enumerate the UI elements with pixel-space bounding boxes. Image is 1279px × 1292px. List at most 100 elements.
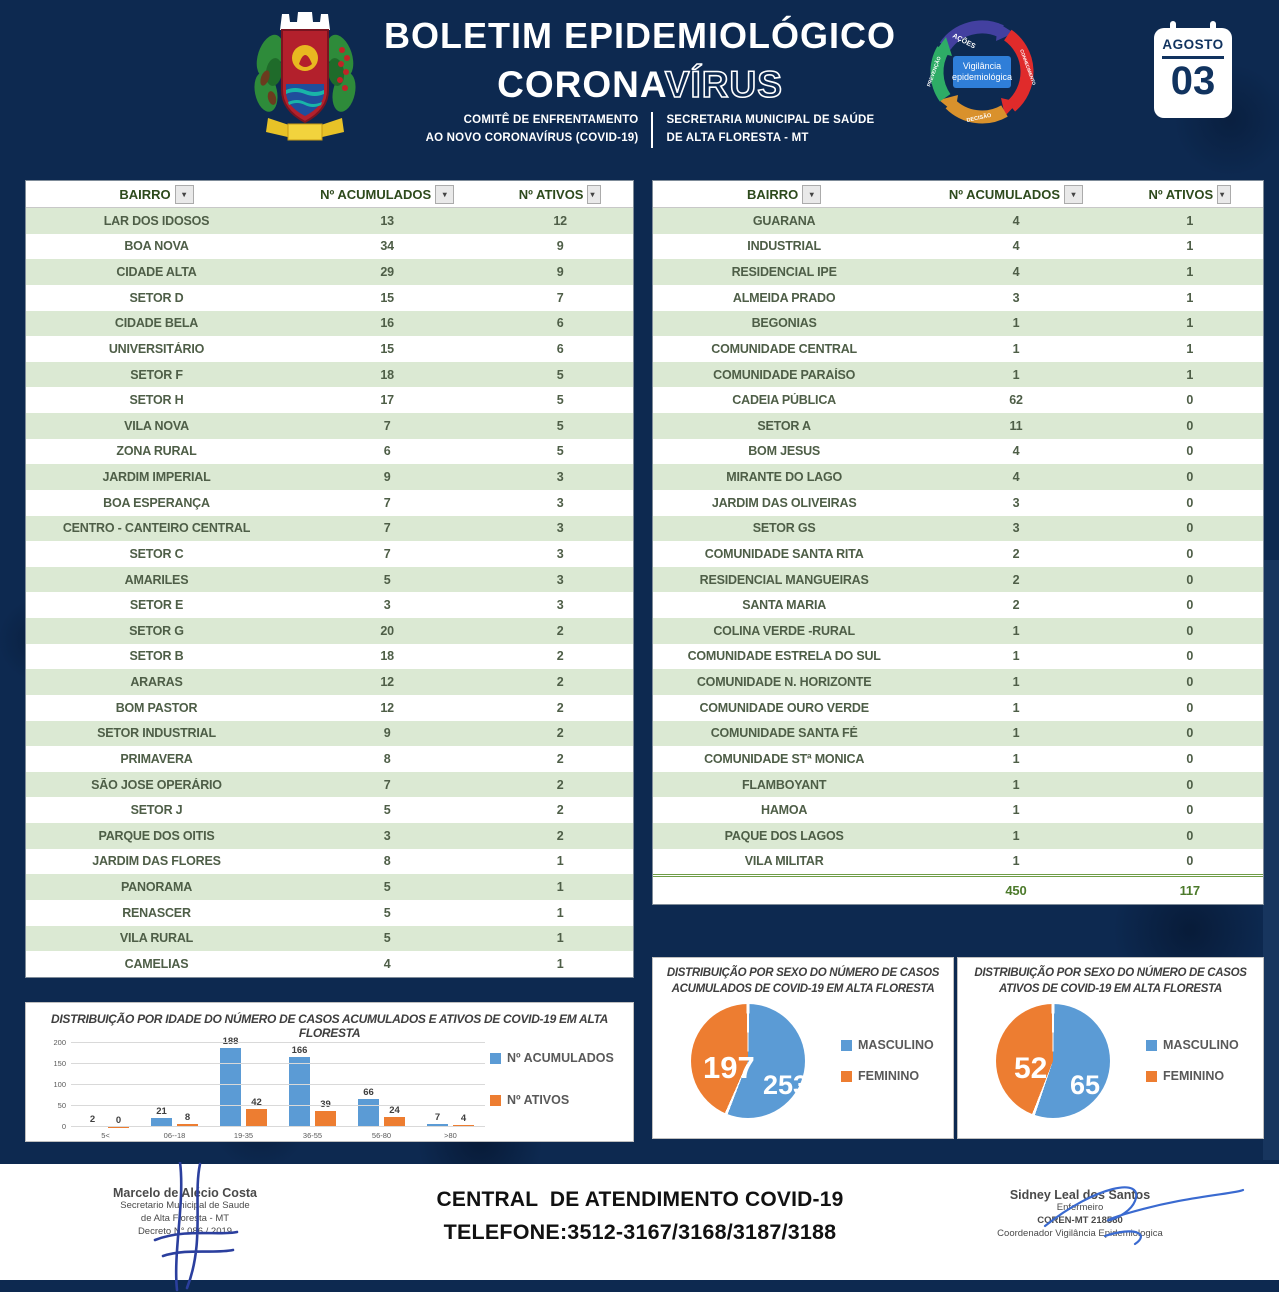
ativos-cell: 1 <box>1186 213 1194 228</box>
bar <box>177 1123 198 1127</box>
bar <box>315 1110 336 1127</box>
bairro-cell: VILA NOVA <box>124 418 189 433</box>
acumulados-cell: 15 <box>380 290 394 305</box>
acumulados-cell: 1 <box>1012 700 1020 715</box>
table-row: PAQUE DOS LAGOS 1 0 <box>653 823 1263 849</box>
pie-legend: MASCULINO FEMININO <box>841 1038 934 1083</box>
ativos-cell: 9 <box>556 265 564 280</box>
cycle-center-line2: epidemiológica <box>952 72 1012 82</box>
acumulados-cell: 5 <box>383 905 391 920</box>
bar-value-label: 66 <box>363 1087 374 1099</box>
acumulados-cell: 8 <box>383 751 391 766</box>
bairro-cell: GUARANA <box>752 213 816 228</box>
bairro-cell: RENASCER <box>122 905 191 920</box>
bairro-cell: COMUNIDADE OURO VERDE <box>699 700 869 715</box>
bairro-cell: PAQUE DOS LAGOS <box>724 828 844 843</box>
bairro-cell: MIRANTE DO LAGO <box>726 470 843 485</box>
filter-dropdown-icon[interactable]: ▾ <box>1217 184 1232 204</box>
ativos-cell: 1 <box>1186 265 1194 280</box>
acumulados-cell: 4 <box>383 956 391 971</box>
ativos-cell: 3 <box>556 521 564 536</box>
totals-row: 450 117 <box>653 874 1263 905</box>
legend-swatch-blue <box>1146 1039 1157 1051</box>
hotline-title: CENTRAL DE ATENDIMENTO COVID-19 <box>436 1188 844 1211</box>
ativos-cell: 2 <box>556 623 564 638</box>
bar-value-label: 2 <box>89 1114 96 1126</box>
filter-dropdown-icon[interactable]: ▾ <box>174 184 194 204</box>
ativos-cell: 0 <box>1186 546 1194 561</box>
bar <box>384 1116 405 1127</box>
calendar-ring-icon <box>1210 21 1216 35</box>
ativos-cell: 0 <box>1186 726 1194 741</box>
acumulados-cell: 15 <box>380 341 394 356</box>
ativos-cell: 3 <box>556 495 564 510</box>
bar-value-label: 24 <box>389 1104 400 1116</box>
total-acumulados: 450 <box>1005 883 1027 899</box>
bairro-cell: LAR DOS IDOSOS <box>103 213 210 228</box>
filter-dropdown-icon[interactable]: ▾ <box>587 184 602 204</box>
x-axis-label: 5< <box>101 1131 110 1140</box>
bairro-cell: COMUNIDADE STª MONICA <box>704 751 865 766</box>
table-row: SETOR H 17 5 <box>26 387 633 413</box>
bairro-cell: COLINA VERDE -RURAL <box>713 623 855 638</box>
epidemiological-surveillance-cycle-icon: AÇÕES CONHECIMENTO DECISÃO PREVENÇÃO Vig… <box>925 20 1037 124</box>
acumulados-cell: 8 <box>383 854 391 869</box>
ativos-cell: 5 <box>556 367 564 382</box>
table-row: ARARAS 12 2 <box>26 669 633 695</box>
x-axis-label: 06--18 <box>163 1131 186 1140</box>
bairro-cell: ALMEIDA PRADO <box>732 290 836 305</box>
bairro-cell: SANTA MARIA <box>742 598 827 613</box>
acumulados-cell: 4 <box>1012 239 1020 254</box>
sex-distribution-accumulated-pie-chart: DISTRIBUIÇÃO POR SEXO DO NÚMERO DE CASOS… <box>652 957 954 1139</box>
ativos-cell: 0 <box>1186 828 1194 843</box>
table-row: CIDADE ALTA 29 9 <box>26 259 633 285</box>
bar-value-label: 39 <box>320 1099 331 1110</box>
table-row: RESIDENCIAL IPE 4 1 <box>653 259 1263 285</box>
right-edge-watermark <box>1263 560 1279 1160</box>
table-row: COLINA VERDE -RURAL 1 0 <box>653 618 1263 644</box>
bar-value-label: 21 <box>156 1106 167 1118</box>
filter-dropdown-icon[interactable]: ▾ <box>802 184 822 204</box>
acumulados-cell: 6 <box>383 444 391 459</box>
table-row: COMUNIDADE SANTA FÉ 1 0 <box>653 720 1263 747</box>
bairro-cell: SETOR F <box>130 367 183 382</box>
legend-item-masculino: MASCULINO <box>1146 1038 1239 1052</box>
table-row: PRIMAVERA 8 2 <box>26 746 633 772</box>
legend-swatch-orange <box>1146 1070 1157 1082</box>
bairro-cell: SETOR D <box>129 290 184 305</box>
acumulados-cell: 4 <box>1012 470 1020 485</box>
column-header-acumulados: Nº ACUMULADOS ▾ <box>915 181 1116 207</box>
ativos-cell: 12 <box>553 213 567 228</box>
y-axis-tick: 100 <box>53 1080 66 1089</box>
acumulados-cell: 7 <box>383 495 391 510</box>
bairro-cell: PANORAMA <box>120 880 193 895</box>
acumulados-cell: 7 <box>383 521 391 536</box>
table-row: CENTRO - CANTEIRO CENTRAL 7 3 <box>26 515 633 542</box>
legend-swatch-blue <box>490 1052 501 1064</box>
bairro-cell: BOM PASTOR <box>115 700 198 715</box>
filter-dropdown-icon[interactable]: ▾ <box>435 184 455 204</box>
bairro-cell: CAMELIAS <box>124 956 189 971</box>
ativos-cell: 1 <box>1186 316 1194 331</box>
bairro-cell: CENTRO - CANTEIRO CENTRAL <box>62 521 251 536</box>
table-body: LAR DOS IDOSOS 13 12 BOA NOVA 34 9 CIDADE ALTA… <box>26 208 633 977</box>
ativos-cell: 1 <box>556 931 564 946</box>
table-row: COMUNIDADE PARAÍSO 1 1 <box>653 361 1263 388</box>
ativos-cell: 2 <box>556 700 564 715</box>
filter-dropdown-icon[interactable]: ▾ <box>1064 184 1084 204</box>
table-row: ALMEIDA PRADO 3 1 <box>653 284 1263 311</box>
bar <box>427 1124 448 1127</box>
acumulados-cell: 18 <box>380 367 394 382</box>
ativos-cell: 0 <box>1186 854 1194 869</box>
table-row: SETOR INDUSTRIAL 9 2 <box>26 720 633 747</box>
acumulados-cell: 3 <box>1012 495 1020 510</box>
legend-item-acumulados: Nº ACUMULADOS <box>490 1051 625 1065</box>
acumulados-cell: 18 <box>380 649 394 664</box>
ativos-cell: 7 <box>556 290 564 305</box>
ativos-cell: 0 <box>1186 521 1194 536</box>
sex-distribution-active-pie-chart: DISTRIBUIÇÃO POR SEXO DO NÚMERO DE CASOS… <box>957 957 1264 1139</box>
bar <box>246 1109 267 1127</box>
table-row: LAR DOS IDOSOS 13 12 <box>26 208 633 234</box>
table-row: COMUNIDADE STª MONICA 1 0 <box>653 746 1263 772</box>
gridline <box>71 1105 485 1106</box>
